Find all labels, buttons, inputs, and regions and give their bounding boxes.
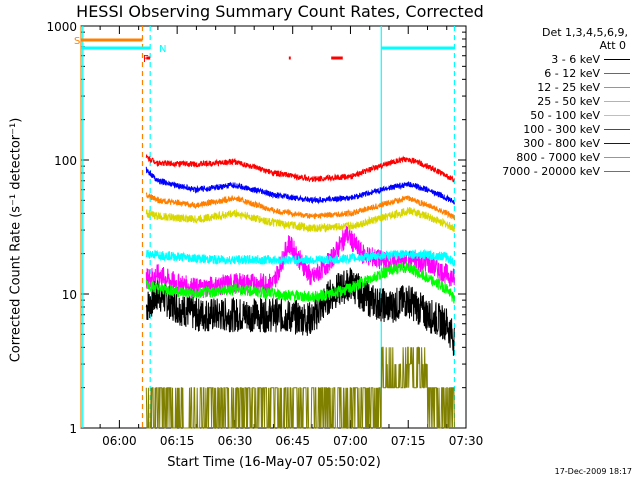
series-line-7000-20000-kev [145, 346, 455, 429]
legend-item: 25 - 50 keV [476, 94, 636, 108]
legend-label: 300 - 800 keV [523, 136, 600, 150]
y-tick-label: 1 [69, 422, 77, 436]
x-tick-label: 07:30 [449, 434, 484, 448]
flag-label-n: N [159, 44, 166, 55]
legend-label: 12 - 25 keV [537, 80, 600, 94]
legend-item: 3 - 6 keV [476, 52, 636, 66]
x-tick-label: 06:45 [275, 434, 310, 448]
legend-label: 100 - 300 keV [523, 122, 600, 136]
legend-swatch [604, 58, 630, 60]
legend-item: 7000 - 20000 keV [476, 164, 636, 178]
series-line-25-50-kev [145, 248, 455, 267]
x-tick-label: 06:15 [160, 434, 195, 448]
legend-item: 300 - 800 keV [476, 136, 636, 150]
legend-swatch [604, 72, 630, 74]
series-line-6-12-kev [145, 225, 455, 299]
legend-label: 7000 - 20000 keV [502, 164, 600, 178]
y-tick-label: 100 [54, 154, 77, 168]
series-line-100-300-kev [145, 154, 455, 183]
series-line-3-6-kev [145, 267, 455, 356]
legend-item: 800 - 7000 keV [476, 150, 636, 164]
legend-label: 800 - 7000 keV [516, 150, 600, 164]
x-tick-label: 06:30 [218, 434, 253, 448]
legend-label: 25 - 50 keV [537, 94, 600, 108]
legend-label: 50 - 100 keV [530, 108, 600, 122]
legend-label: 6 - 12 keV [544, 66, 600, 80]
legend-item: 100 - 300 keV [476, 122, 636, 136]
legend-item: 6 - 12 keV [476, 66, 636, 80]
timestamp: 17-Dec-2009 18:17 [554, 467, 632, 476]
legend-item: 50 - 100 keV [476, 108, 636, 122]
legend-swatch [604, 128, 630, 130]
series-line-12-25-kev [145, 261, 455, 304]
legend-swatch [604, 86, 630, 88]
y-axis-label: Corrected Count Rate (s⁻¹ detector⁻¹) [8, 117, 24, 363]
legend-swatch [604, 170, 630, 172]
chart-title: HESSI Observing Summary Count Rates, Cor… [76, 2, 484, 21]
y-tick-label: 1000 [46, 20, 77, 34]
legend-swatch [604, 100, 630, 102]
legend-item: 12 - 25 keV [476, 80, 636, 94]
x-tick-label: 07:15 [391, 434, 426, 448]
legend-detectors: Det 1,3,4,5,6,9, [541, 26, 628, 39]
legend: Det 1,3,4,5,6,9, Att 0 3 - 6 keV 6 - 12 k… [476, 26, 636, 178]
legend-attenuator: Att 0 [599, 39, 626, 52]
flag-label-f: F [143, 54, 149, 65]
y-tick-label: 10 [62, 288, 77, 302]
x-tick-label: 07:00 [333, 434, 368, 448]
series-line-50-100-kev [145, 206, 455, 233]
legend-swatch [604, 156, 630, 158]
legend-swatch [604, 114, 630, 116]
legend-label: 3 - 6 keV [551, 52, 600, 66]
x-tick-label: 06:00 [102, 434, 137, 448]
x-axis-label: Start Time (16-May-07 05:50:02) [167, 455, 381, 470]
series-line-300-800-kev [145, 166, 455, 205]
legend-swatch [604, 142, 630, 144]
flag-label-s: S [74, 36, 80, 47]
series-line-800-7000-kev [145, 192, 455, 221]
